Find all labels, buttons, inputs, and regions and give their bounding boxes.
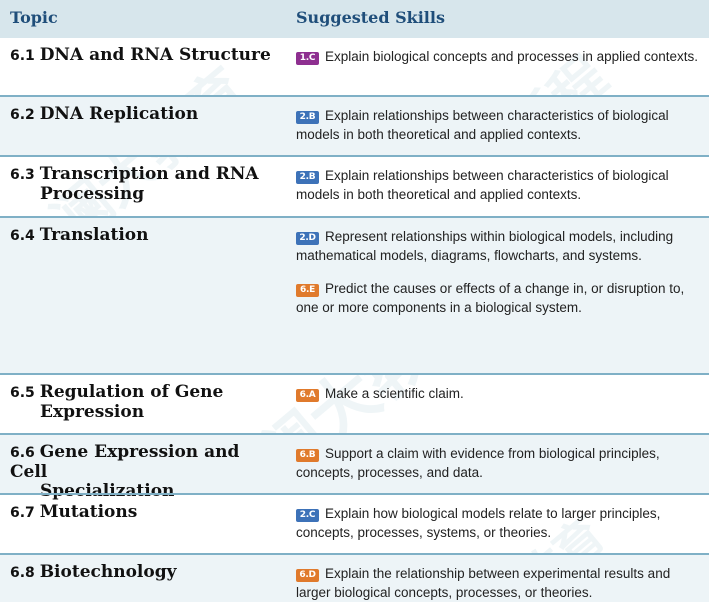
row-divider: [0, 493, 709, 495]
suggested-skills: 1.C Explain biological concepts and proce…: [296, 47, 700, 80]
table-row: 6.5 Regulation of Gene Expression 6.A Make …: [0, 375, 709, 435]
skill-code-badge: 2.B: [296, 171, 319, 184]
topic-title-text: Translation: [39, 225, 149, 245]
skill-code-badge: 2.D: [296, 232, 319, 245]
skill-item: 2.C Explain how biological models relate …: [296, 504, 700, 542]
topic-title-text: Processing: [40, 184, 145, 204]
topic-number: 6.4: [10, 228, 40, 244]
topic-title-text: DNA Replication: [39, 104, 199, 124]
topic-number: 6.1: [10, 48, 40, 64]
topic-title-text: DNA and RNA Structure: [39, 45, 271, 65]
skill-item: 2.D Represent relationships within biolog…: [296, 227, 700, 265]
topic-title-text: Transcription and RNA: [39, 164, 259, 184]
skill-code-badge: 2.B: [296, 111, 319, 124]
topic-title: 6.3 Transcription and RNA Processing: [10, 165, 280, 204]
skill-text: Support a claim with evidence from biolo…: [296, 446, 660, 480]
skill-item: 2.B Explain relationships between charact…: [296, 166, 700, 204]
topic-number: 6.6: [10, 445, 40, 461]
topic-title: 6.4 Translation: [10, 226, 280, 246]
skill-item: 2.B Explain relationships between charact…: [296, 106, 700, 144]
skill-code-badge: 1.C: [296, 52, 319, 65]
topic-title: 6.8 Biotechnology: [10, 563, 280, 583]
skill-item: 6.B Support a claim with evidence from bi…: [296, 444, 700, 482]
table-row: 6.3 Transcription and RNA Processing 2.B Ex…: [0, 157, 709, 218]
topic-number: 6.5: [10, 385, 40, 401]
topic-title-text: Biotechnology: [39, 562, 177, 582]
row-divider: [0, 553, 709, 555]
skill-item: 1.C Explain biological concepts and proce…: [296, 47, 700, 66]
topic-title: 6.1 DNA and RNA Structure: [10, 46, 280, 66]
skill-text: Explain biological concepts and processe…: [325, 49, 698, 64]
table-row: 6.4 Translation 2.D Represent relationship…: [0, 218, 709, 375]
table-header: Topic Suggested Skills: [0, 0, 709, 38]
skill-text: Explain relationships between characteri…: [296, 108, 669, 142]
topic-title: 6.2 DNA Replication: [10, 105, 280, 125]
skill-code-badge: 6.D: [296, 569, 319, 582]
topic-column-header: Topic: [10, 8, 58, 27]
topic-title-text: Expression: [40, 402, 145, 422]
topic-number: 6.8: [10, 565, 40, 581]
skill-text: Explain the relationship between experim…: [296, 566, 671, 600]
skill-text: Predict the causes or effects of a chang…: [296, 281, 685, 315]
skill-text: Represent relationships within biologica…: [296, 229, 674, 263]
table-row: 6.7 Mutations 2.C Explain how biological m…: [0, 495, 709, 555]
row-divider: [0, 216, 709, 218]
suggested-skills: 6.A Make a scientific claim.: [296, 384, 700, 417]
row-divider: [0, 373, 709, 375]
suggested-skills: 2.B Explain relationships between charact…: [296, 106, 700, 158]
topic-title: 6.5 Regulation of Gene Expression: [10, 383, 280, 422]
topic-title-text: Gene Expression and Cell: [10, 442, 240, 482]
row-divider: [0, 433, 709, 435]
topic-title: 6.6 Gene Expression and Cell Specializati…: [10, 443, 280, 501]
topic-title: 6.7 Mutations: [10, 503, 280, 523]
table-row: 6.8 Biotechnology 6.D Explain the relation…: [0, 555, 709, 602]
topic-number: 6.3: [10, 167, 40, 183]
suggested-skills: 6.B Support a claim with evidence from bi…: [296, 444, 700, 496]
skill-code-badge: 6.B: [296, 449, 319, 462]
topic-title-text: Regulation of Gene: [39, 382, 224, 402]
topic-title-text: Specialization: [40, 481, 175, 501]
table-row: 6.1 DNA and RNA Structure 1.C Explain biol…: [0, 38, 709, 97]
suggested-skills: 2.B Explain relationships between charact…: [296, 166, 700, 218]
skill-item: 6.E Predict the causes or effects of a ch…: [296, 279, 700, 317]
skill-text: Make a scientific claim.: [325, 386, 464, 401]
suggested-skills: 2.D Represent relationships within biolog…: [296, 227, 700, 331]
suggested-skills: 6.D Explain the relationship between expe…: [296, 564, 700, 616]
skill-item: 6.A Make a scientific claim.: [296, 384, 700, 403]
topic-title-text: Mutations: [39, 502, 138, 522]
topic-number: 6.2: [10, 107, 40, 123]
skill-item: 6.D Explain the relationship between expe…: [296, 564, 700, 602]
skill-code-badge: 6.E: [296, 284, 319, 297]
skill-code-badge: 2.C: [296, 509, 319, 522]
skill-text: Explain how biological models relate to …: [296, 506, 661, 540]
topic-number: 6.7: [10, 505, 40, 521]
suggested-skills: 2.C Explain how biological models relate …: [296, 504, 700, 556]
row-divider: [0, 95, 709, 97]
table-row: 6.2 DNA Replication 2.B Explain relationsh…: [0, 97, 709, 157]
skill-text: Explain relationships between characteri…: [296, 168, 669, 202]
table-row: 6.6 Gene Expression and Cell Specializati…: [0, 435, 709, 501]
skills-column-header: Suggested Skills: [296, 8, 445, 27]
row-divider: [0, 155, 709, 157]
skill-code-badge: 6.A: [296, 389, 319, 402]
